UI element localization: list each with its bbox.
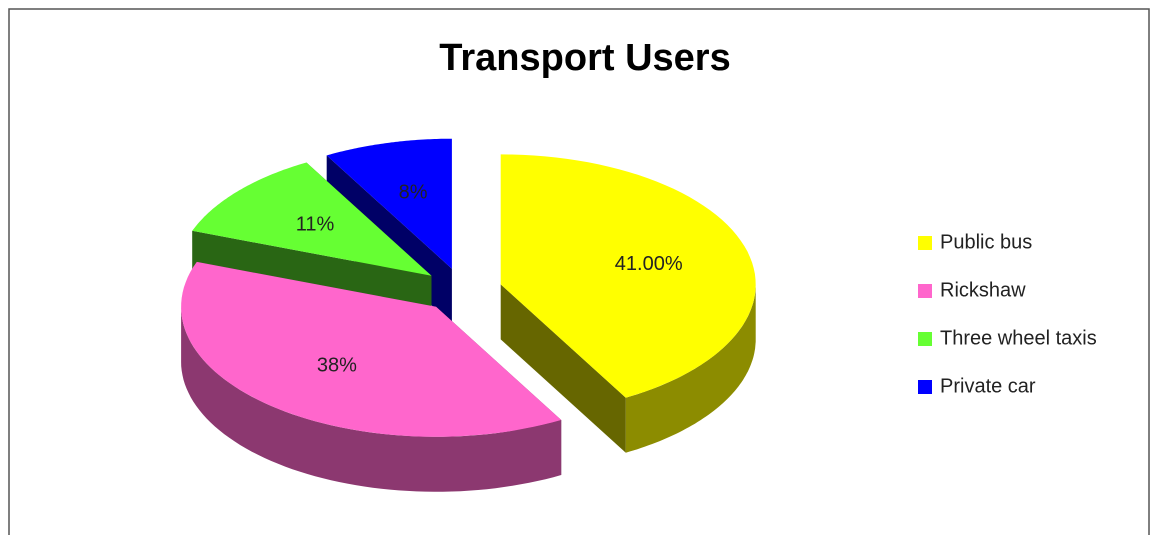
slice-top xyxy=(181,261,562,437)
legend-swatch xyxy=(918,332,932,346)
slice-wall xyxy=(181,306,562,492)
legend-label: Private car xyxy=(940,375,1036,397)
slice: 38% xyxy=(181,261,562,492)
slice-top xyxy=(500,154,756,398)
slice-top xyxy=(326,138,452,269)
legend-label: Three wheel taxis xyxy=(940,327,1097,349)
legend-label: Rickshaw xyxy=(940,279,1026,301)
legend-label: Public bus xyxy=(940,231,1032,253)
slice: 41.00% xyxy=(500,154,756,453)
legend-swatch xyxy=(918,284,932,298)
slice-side xyxy=(500,284,626,453)
data-label: 11% xyxy=(296,213,335,235)
data-label: 38% xyxy=(317,354,357,376)
data-label: 8% xyxy=(399,182,428,204)
data-label: 41.00% xyxy=(615,253,683,275)
chart-title: Transport Users xyxy=(439,37,730,79)
slice-wall xyxy=(625,284,756,453)
slice-top xyxy=(192,162,432,276)
legend-swatch xyxy=(918,380,932,394)
legend-swatch xyxy=(918,236,932,250)
